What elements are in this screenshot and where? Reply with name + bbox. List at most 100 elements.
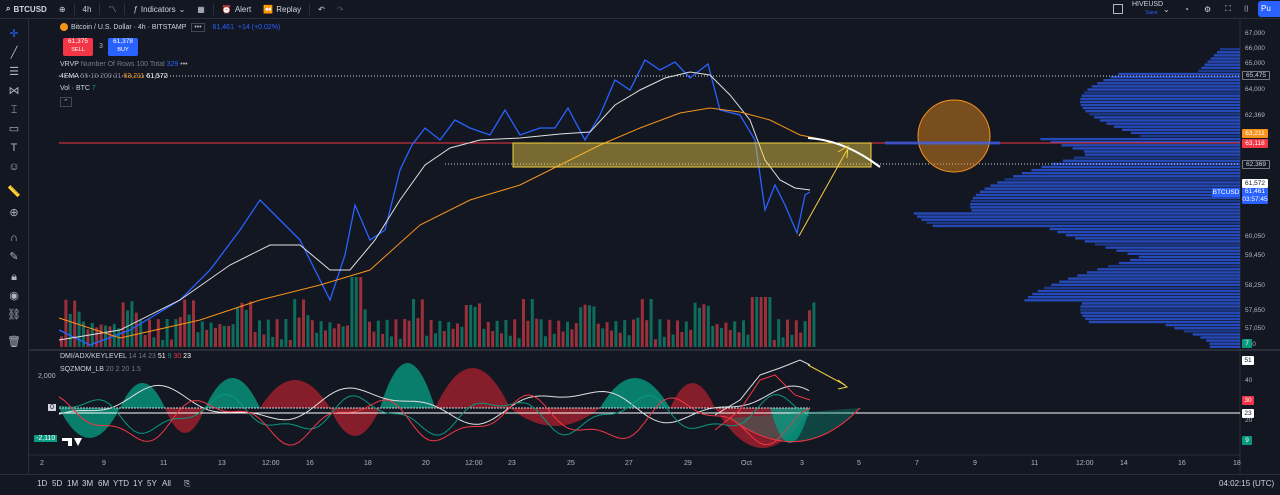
volume-bar: [121, 302, 125, 347]
volume-bar: [808, 310, 811, 347]
volume-bar: [350, 277, 354, 347]
volume-profile-bar: [1204, 63, 1240, 66]
eye-icon[interactable]: ◉: [9, 290, 19, 302]
range-button-1y[interactable]: 1Y: [133, 479, 143, 488]
chart-type-button[interactable]: 〽: [102, 0, 122, 18]
settings-button[interactable]: ⚙: [1204, 0, 1211, 18]
volume-bar: [412, 299, 415, 347]
goto-date-button[interactable]: ⎘: [184, 479, 190, 489]
divider: [124, 3, 126, 15]
dmi-legend[interactable]: DMI/ADX/KEYLEVEL 14 14 23 51 9 30 23: [60, 353, 191, 360]
range-button-1m[interactable]: 1M: [67, 479, 79, 488]
undo-button[interactable]: ↶: [312, 0, 331, 18]
time-axis-label: 25: [567, 460, 575, 467]
sqz-legend[interactable]: SQZMOM_LB 20 2 20 1.5: [60, 366, 141, 373]
volume-bar: [491, 331, 495, 347]
range-button-5d[interactable]: 5D: [52, 479, 63, 488]
range-button-3m[interactable]: 3M: [82, 479, 94, 488]
volume-profile-bar: [1027, 296, 1240, 299]
volume-profile-bar: [984, 187, 1240, 190]
pencil-lock-icon[interactable]: ✎: [9, 251, 19, 263]
volume-profile-bar: [1091, 85, 1240, 88]
dmi-params: 14 14 23: [128, 353, 156, 360]
sell-button[interactable]: 61,375 SELL: [63, 38, 93, 56]
osc-keylevel-label: 23: [1242, 409, 1254, 418]
fullscreen-button[interactable]: ⛶: [1225, 0, 1231, 18]
volume-bar: [231, 324, 235, 347]
volume-bar: [684, 321, 688, 347]
layout-chevron[interactable]: ⌄: [1163, 0, 1170, 18]
volume-bar: [170, 339, 173, 347]
replay-button[interactable]: ⏪ Replay: [257, 0, 307, 18]
arrow-line: [798, 149, 848, 237]
publish-button[interactable]: Pu: [1258, 1, 1280, 17]
volume-profile-bar: [1198, 69, 1240, 73]
layout-toggle[interactable]: [1113, 0, 1123, 18]
search-icon: ⌕: [6, 4, 11, 13]
time-axis-label: 9: [973, 460, 977, 467]
crosshair-icon[interactable]: ✛: [9, 28, 19, 40]
projection-icon[interactable]: ⌶: [10, 104, 18, 116]
rectangle-icon[interactable]: ▭: [8, 123, 20, 135]
price-axis-label: 67,000: [1245, 30, 1265, 37]
volume-profile-bar: [1080, 97, 1240, 100]
volume-profile-bar: [1209, 342, 1240, 345]
trash-icon[interactable]: 🗑︎: [7, 336, 21, 348]
lock-icon[interactable]: 🔒︎: [11, 271, 17, 283]
range-button-1d[interactable]: 1D: [37, 479, 48, 488]
chart-canvas[interactable]: [0, 0, 1280, 474]
vrvp-legend[interactable]: VRVP Number Of Rows 100 Total 329 •••: [60, 61, 188, 68]
emoji-icon[interactable]: ☺: [8, 161, 20, 173]
more-icon[interactable]: •••: [191, 22, 205, 32]
pattern-icon[interactable]: ⋈: [8, 85, 20, 97]
volume-bar: [407, 320, 411, 347]
more-icon[interactable]: •••: [180, 61, 188, 68]
buy-button[interactable]: 61,378 BUY: [108, 38, 138, 56]
volume-bar: [442, 330, 446, 347]
volume-profile-bar: [1213, 54, 1240, 57]
link-icon[interactable]: ⛓: [7, 309, 21, 321]
zoom-icon[interactable]: ⊕: [9, 207, 19, 219]
compare-button[interactable]: ⊕: [53, 0, 72, 18]
momentum-histogram: [120, 383, 165, 408]
volume-bar: [346, 325, 349, 347]
utc-clock[interactable]: 04:02:15 (UTC): [1219, 479, 1275, 488]
range-button-5y[interactable]: 5Y: [147, 479, 157, 488]
redo-button[interactable]: ↷: [331, 0, 350, 18]
ema-price-label: 63,211: [1242, 129, 1268, 138]
quick-search-button[interactable]: ◔: [1184, 0, 1189, 18]
volume-profile-bar: [932, 224, 1240, 228]
alert-button[interactable]: ⏰ Alert: [216, 0, 257, 18]
ema-legend[interactable]: 4EMA 55 10 200 21 63,211 61,572: [60, 73, 168, 80]
fib-icon[interactable]: ☰: [9, 66, 19, 78]
range-button-6m[interactable]: 6M: [98, 479, 110, 488]
spread: 3: [99, 43, 103, 50]
magnet-icon[interactable]: ∩: [10, 232, 18, 244]
text-icon[interactable]: T: [10, 142, 18, 154]
range-button-all[interactable]: All: [162, 479, 171, 488]
momentum-histogram: [600, 378, 670, 408]
volume-profile-bar: [1062, 159, 1240, 162]
vol-legend[interactable]: Vol · BTC 7: [60, 85, 96, 92]
time-axis-label: 27: [625, 460, 633, 467]
trend-line-icon[interactable]: ╱: [10, 47, 18, 59]
volume-profile-bar: [990, 184, 1240, 187]
dmi-value-1: 51: [157, 353, 166, 360]
snapshot-button[interactable]: ⌷: [1244, 0, 1249, 18]
templates-button[interactable]: ▦: [191, 0, 211, 18]
price-axis-label: 64,000: [1245, 86, 1265, 93]
symbol-search[interactable]: ⌕ BTCUSD: [0, 0, 53, 18]
volume-bar: [376, 320, 380, 347]
volume-profile-bar: [1032, 292, 1240, 296]
layout-name[interactable]: HIVEUSD Save: [1132, 0, 1163, 18]
momentum-histogram: [260, 380, 330, 408]
collapse-legend-button[interactable]: ⌃: [60, 97, 72, 107]
volume-profile-bar: [1201, 66, 1240, 69]
volume-bar: [381, 333, 385, 347]
volume-bar: [614, 321, 618, 347]
interval-button[interactable]: 4h: [82, 4, 92, 14]
indicators-button[interactable]: ƒ Indicators ⌄: [127, 0, 191, 18]
volume-bar: [799, 332, 803, 347]
ruler-icon[interactable]: 📏: [7, 186, 21, 198]
range-button-ytd[interactable]: YTD: [113, 479, 129, 488]
